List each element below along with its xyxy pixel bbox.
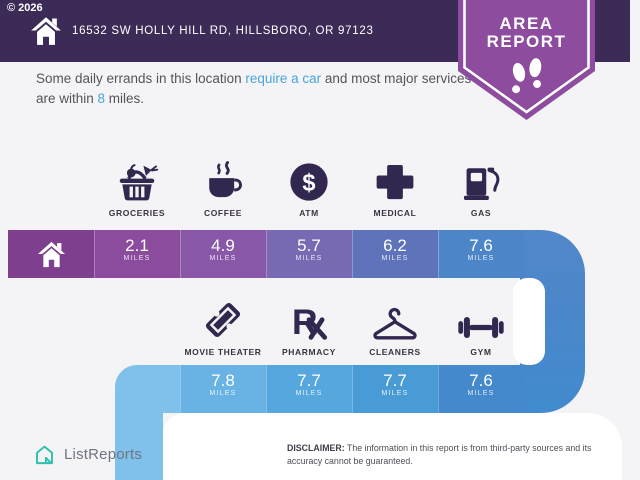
amenity-label: GYM (470, 347, 492, 357)
amenity-label: MEDICAL (373, 208, 417, 218)
amenity-movie-theater: MOVIE THEATER (180, 292, 266, 357)
badge-title-line1: AREA (499, 14, 554, 33)
disclaimer-label: DISCLAIMER: (287, 443, 345, 453)
distance-value: 6.2 (383, 236, 407, 255)
rx-icon: R (266, 292, 352, 342)
distance-value: 7.8 (211, 371, 235, 390)
amenity-medical: MEDICAL (352, 153, 438, 218)
disclaimer-text: DISCLAIMER: The information in this repo… (287, 442, 617, 467)
amenity-label: CLEANERS (369, 347, 421, 357)
amenity-label: ATM (299, 208, 319, 218)
home-icon (37, 241, 65, 267)
distance-unit: MILES (467, 390, 495, 397)
distance-unit: MILES (381, 255, 409, 262)
area-report-badge: AREA REPORT (458, 0, 595, 122)
summary-part2: and most major services are within (36, 71, 472, 106)
origin-home-cell (8, 230, 94, 278)
ribbon-tail (115, 408, 163, 480)
brand-name: ListReports (64, 445, 143, 463)
ribbon-notch (513, 278, 545, 365)
amenity-atm: $ ATM (266, 153, 352, 218)
dumbbell-icon (438, 292, 524, 342)
coffee-cup-icon (180, 153, 266, 203)
distance-unit: MILES (209, 390, 237, 397)
distance-cell-gym: 7.6 MILES (438, 365, 524, 413)
distance-value: 7.6 (469, 236, 493, 255)
distance-cell-groceries: 2.1 MILES (94, 230, 180, 278)
summary-highlight-miles: 8 (97, 91, 106, 106)
amenity-cleaners: CLEANERS (352, 292, 438, 357)
amenity-pharmacy: R PHARMACY (266, 292, 352, 357)
summary-part3: miles. (105, 91, 145, 106)
amenity-label: GROCERIES (108, 208, 166, 218)
distance-value: 4.9 (211, 236, 235, 255)
distance-value: 7.7 (297, 371, 321, 390)
grocery-basket-icon (94, 153, 180, 203)
distance-cell-medical: 6.2 MILES (352, 230, 438, 278)
summary-text: Some daily errands in this location requ… (36, 69, 478, 109)
home-icon (29, 13, 63, 49)
disclaimer-body: The information in this report is from t… (287, 443, 592, 466)
distance-cell-coffee: 4.9 MILES (180, 230, 266, 278)
dollar-circle-icon: $ (266, 153, 352, 203)
footprints-icon (505, 57, 547, 104)
distance-unit: MILES (381, 390, 409, 397)
listreports-logo: ListReports (33, 440, 142, 468)
movie-ticket-icon (180, 292, 266, 342)
distance-unit: MILES (123, 255, 151, 262)
badge-title-line2: REPORT (486, 32, 567, 51)
amenity-gym: GYM (438, 292, 524, 357)
amenity-groceries: GROCERIES (94, 153, 180, 218)
distance-value: 7.7 (383, 371, 407, 390)
medical-cross-icon (352, 153, 438, 203)
distance-value: 5.7 (297, 236, 321, 255)
distance-unit: MILES (295, 390, 323, 397)
amenity-label: PHARMACY (282, 347, 336, 357)
copyright-text: © 2026 (7, 2, 43, 14)
summary-highlight-car: require a car (245, 71, 322, 86)
distance-unit: MILES (467, 255, 495, 262)
hanger-icon (352, 292, 438, 342)
distance-cell-movie-theater: 7.8 MILES (180, 365, 266, 413)
distance-cell-atm: 5.7 MILES (266, 230, 352, 278)
svg-text:$: $ (302, 171, 315, 197)
property-address: 16532 SW HOLLY HILL RD, HILLSBORO, OR 97… (72, 25, 374, 37)
amenity-label: GAS (470, 208, 492, 218)
distance-value: 7.6 (469, 371, 493, 390)
distance-cell-cleaners: 7.7 MILES (352, 365, 438, 413)
distance-value: 2.1 (125, 236, 149, 255)
amenity-gas: GAS (438, 153, 524, 218)
amenity-label: COFFEE (203, 208, 243, 218)
distance-cell-gas: 7.6 MILES (438, 230, 524, 278)
amenity-label: MOVIE THEATER (184, 347, 262, 357)
ribbon-left-segment (115, 365, 180, 413)
distance-unit: MILES (295, 255, 323, 262)
distance-cell-pharmacy: 7.7 MILES (266, 365, 352, 413)
listreports-house-icon (36, 445, 53, 464)
distance-unit: MILES (209, 255, 237, 262)
footer-panel (163, 413, 622, 480)
summary-part1: Some daily errands in this location (36, 71, 246, 86)
amenity-coffee: COFFEE (180, 153, 266, 218)
gas-pump-icon (438, 153, 524, 203)
